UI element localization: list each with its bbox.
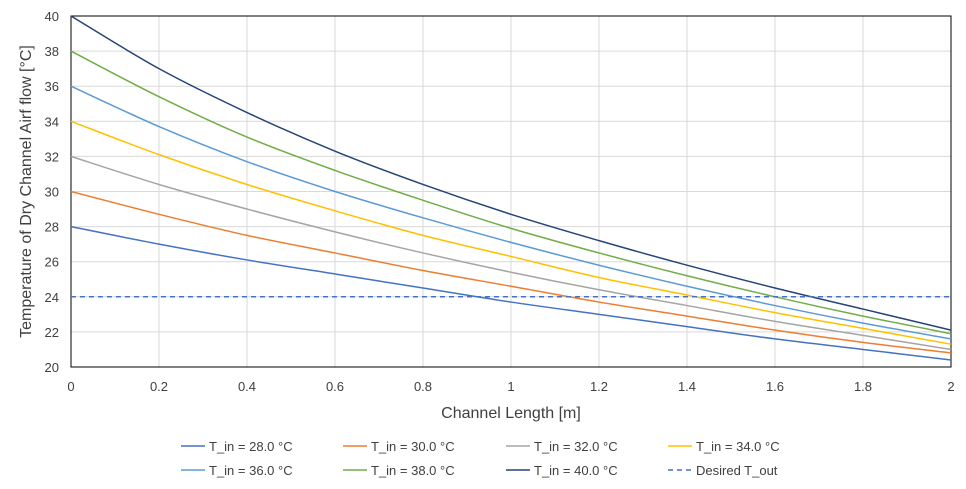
y-tick-label: 36 bbox=[45, 79, 59, 94]
legend-label: T_in = 40.0 °C bbox=[534, 463, 618, 478]
y-tick-label: 24 bbox=[45, 290, 59, 305]
x-tick-label: 1.4 bbox=[678, 379, 696, 394]
legend-label: Desired T_out bbox=[696, 463, 778, 478]
x-axis-title: Channel Length [m] bbox=[441, 405, 581, 422]
y-tick-label: 22 bbox=[45, 325, 59, 340]
y-tick-label: 26 bbox=[45, 255, 59, 270]
y-tick-label: 28 bbox=[45, 220, 59, 235]
series-line bbox=[70, 50, 952, 335]
legend: T_in = 28.0 °C T_in = 30.0 °C T_in = 32.0 … bbox=[181, 439, 780, 478]
series-line bbox=[70, 155, 952, 351]
y-axis-tick-labels: 20 22 24 26 28 30 32 34 36 38 40 bbox=[45, 9, 59, 375]
x-tick-label: 2 bbox=[947, 379, 954, 394]
x-tick-label: 1.6 bbox=[766, 379, 784, 394]
y-tick-label: 40 bbox=[45, 9, 59, 24]
x-axis-tick-labels: 0 0.2 0.4 0.6 0.8 1 1.2 1.4 1.6 1.8 2 bbox=[67, 379, 954, 394]
x-tick-label: 1 bbox=[507, 379, 514, 394]
x-tick-label: 0.8 bbox=[414, 379, 432, 394]
x-tick-label: 0 bbox=[67, 379, 74, 394]
series-line bbox=[70, 120, 952, 345]
x-tick-label: 1.8 bbox=[854, 379, 872, 394]
x-tick-label: 1.2 bbox=[590, 379, 608, 394]
y-axis-title: Temperature of Dry Channel Airf flow [°C… bbox=[18, 45, 35, 338]
series-line bbox=[70, 15, 952, 331]
x-tick-label: 0.4 bbox=[238, 379, 256, 394]
y-tick-label: 32 bbox=[45, 149, 59, 164]
legend-label: T_in = 34.0 °C bbox=[696, 439, 780, 454]
series-lines bbox=[70, 15, 952, 361]
y-tick-label: 30 bbox=[45, 185, 59, 200]
legend-label: T_in = 28.0 °C bbox=[209, 439, 293, 454]
series-line bbox=[70, 190, 952, 354]
series-line bbox=[70, 85, 952, 340]
y-tick-label: 20 bbox=[45, 360, 59, 375]
legend-label: T_in = 30.0 °C bbox=[371, 439, 455, 454]
series-line bbox=[70, 225, 952, 361]
x-tick-label: 0.6 bbox=[326, 379, 344, 394]
legend-label: T_in = 32.0 °C bbox=[534, 439, 618, 454]
y-tick-label: 34 bbox=[45, 114, 59, 129]
x-tick-label: 0.2 bbox=[150, 379, 168, 394]
legend-label: T_in = 38.0 °C bbox=[371, 463, 455, 478]
legend-label: T_in = 36.0 °C bbox=[209, 463, 293, 478]
y-tick-label: 38 bbox=[45, 44, 59, 59]
